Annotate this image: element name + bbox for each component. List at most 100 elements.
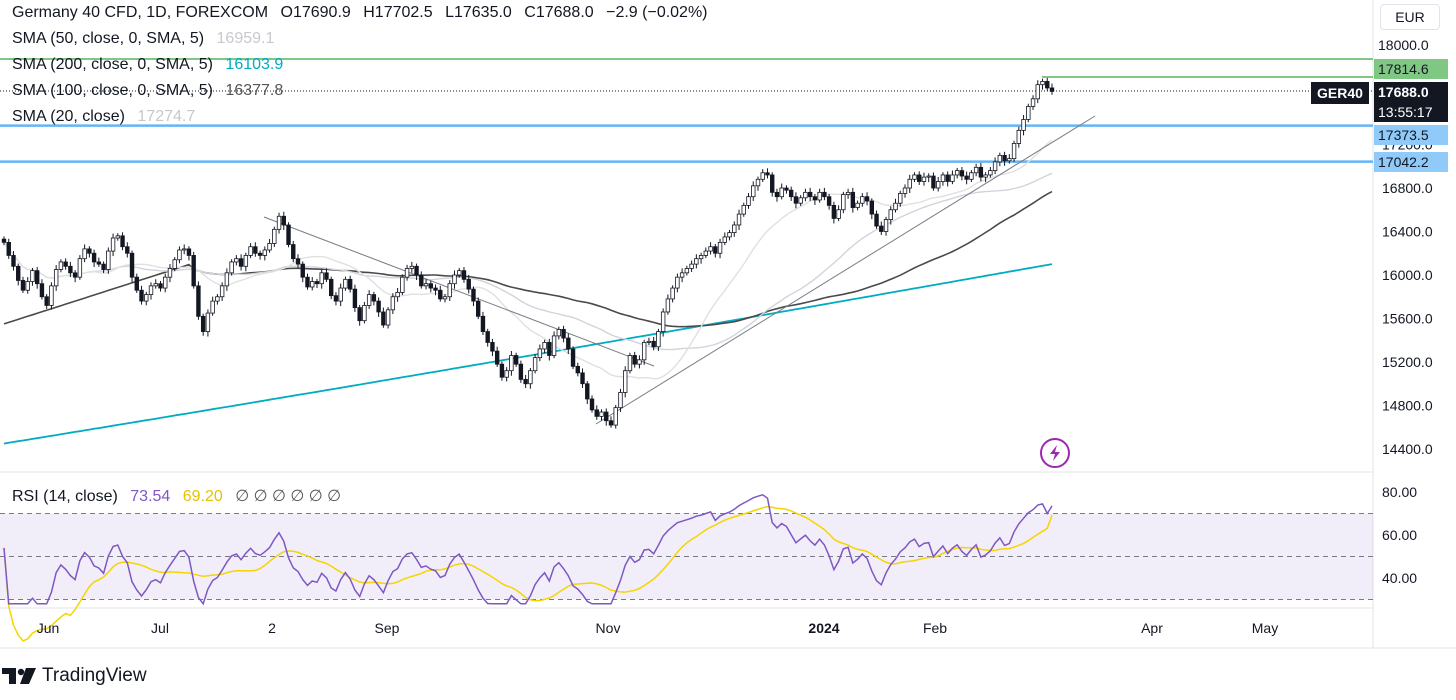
candle-body <box>476 300 481 317</box>
candle-body <box>822 191 827 198</box>
candle-body <box>1002 154 1007 162</box>
candle <box>234 255 239 266</box>
candle <box>385 307 391 329</box>
candle-body <box>471 288 476 302</box>
candle <box>997 152 1003 167</box>
candle-body <box>556 328 562 337</box>
candle <box>992 157 998 175</box>
candle-body <box>163 276 168 289</box>
candle-body <box>518 363 524 380</box>
candle-body <box>72 272 78 278</box>
candle <box>665 294 671 315</box>
candle <box>191 251 196 289</box>
symbol-legend[interactable]: Germany 40 CFD, 1D, FOREXCOM O17690.9 H1… <box>12 4 708 22</box>
candle <box>632 351 637 368</box>
candle-body <box>215 296 220 302</box>
candle <box>532 354 538 374</box>
candle-body <box>566 337 571 350</box>
candle-body <box>490 342 495 352</box>
lightning-icon[interactable] <box>1040 438 1070 468</box>
candle <box>817 188 822 203</box>
candle <box>423 279 429 290</box>
candle-body <box>423 283 429 287</box>
sma200-line <box>3 263 1053 445</box>
candle <box>537 344 543 362</box>
rsi-tick: 60.00 <box>1382 527 1417 543</box>
candle-body <box>694 258 699 265</box>
candle <box>310 277 315 291</box>
price-tick: 14400.0 <box>1382 441 1433 457</box>
candle <box>49 282 54 310</box>
candle <box>229 259 234 276</box>
candle <box>400 274 405 296</box>
candle <box>646 337 652 346</box>
candle-body <box>864 196 870 202</box>
sma200-legend[interactable]: SMA (200, close, 0, SMA, 5) 16103.9 <box>12 56 283 74</box>
candle <box>1021 115 1026 136</box>
candle <box>219 282 225 301</box>
candle <box>186 246 192 261</box>
candle <box>115 233 121 241</box>
candle <box>87 246 92 258</box>
candle-body <box>698 255 704 260</box>
candle <box>442 294 448 303</box>
sma100-legend[interactable]: SMA (100, close, 0, SMA, 5) 16377.8 <box>12 82 283 100</box>
footer-branding[interactable]: TradingView <box>0 662 147 690</box>
candle-body <box>921 176 927 182</box>
candle-body <box>400 276 405 293</box>
rsi-legend[interactable]: RSI (14, close) 73.54 69.20 ∅ ∅ ∅ ∅ ∅ ∅ <box>12 486 341 506</box>
time-tick: 2 <box>268 620 276 636</box>
candle <box>570 346 576 370</box>
candle <box>760 169 765 183</box>
sma50-label: SMA (50, close, 0, SMA, 5) <box>12 30 205 47</box>
sma50-legend[interactable]: SMA (50, close, 0, SMA, 5) 16959.1 <box>12 30 274 48</box>
candle-body <box>755 178 761 187</box>
candle-body <box>44 296 49 306</box>
candle <box>414 263 419 281</box>
candle-body <box>651 340 656 348</box>
candle-body <box>779 187 784 198</box>
candle-body <box>267 243 272 251</box>
candle-body <box>978 166 984 178</box>
candle-body <box>414 265 419 276</box>
candle-body <box>632 355 637 365</box>
candle <box>371 291 377 306</box>
candle-body <box>988 170 993 176</box>
candle-body <box>623 370 628 393</box>
candle <box>931 172 936 191</box>
candle <box>1040 78 1045 90</box>
currency-button[interactable]: EUR <box>1380 4 1440 30</box>
candle-body <box>542 342 547 350</box>
candle <box>551 331 557 359</box>
candle <box>599 409 604 421</box>
candle-body <box>1007 158 1012 162</box>
candle-body <box>1021 119 1026 131</box>
candle-body <box>983 174 988 178</box>
candle-body <box>841 194 846 211</box>
candle-body <box>850 191 856 208</box>
sma20-legend[interactable]: SMA (20, close) 17274.7 <box>12 108 195 126</box>
candle <box>343 276 348 291</box>
candle <box>926 173 931 183</box>
candle-body <box>1026 106 1031 120</box>
candle-body <box>618 392 623 409</box>
candle-body <box>262 249 268 256</box>
candle-body <box>409 265 415 269</box>
close-value: C17688.0 <box>524 4 594 21</box>
price-tick: 16800.0 <box>1382 180 1433 196</box>
candle-body <box>25 281 30 291</box>
open-value: O17690.9 <box>280 4 351 21</box>
candle-body <box>812 196 818 201</box>
candle <box>30 267 35 286</box>
candle <box>96 257 102 267</box>
candle-body <box>281 215 286 226</box>
candle-body <box>181 248 187 251</box>
level-tag-17814: 17814.6 <box>1374 59 1448 79</box>
candle-body <box>49 285 54 306</box>
candle <box>874 210 879 229</box>
candle-body <box>366 294 372 306</box>
candle-body <box>793 196 799 204</box>
candle <box>845 188 851 199</box>
candle <box>684 265 690 276</box>
